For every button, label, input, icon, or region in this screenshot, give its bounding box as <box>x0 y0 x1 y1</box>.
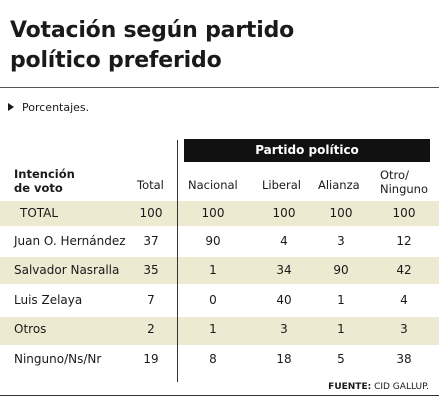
cell-liberal: 34 <box>276 263 292 277</box>
row-label: Otros <box>14 322 47 336</box>
column-header-otro-line-1: Otro/ <box>380 168 409 182</box>
cell-alianza: 100 <box>329 206 353 220</box>
cell-alianza: 3 <box>337 234 345 248</box>
cell-liberal: 4 <box>280 234 288 248</box>
row-header-line-1: Intención <box>14 167 75 181</box>
column-header-nacional: Nacional <box>188 178 238 192</box>
row-header-line-2: de voto <box>14 181 63 195</box>
source-label: FUENTE: <box>328 382 372 392</box>
cell-nacional: 1 <box>209 322 217 336</box>
cell-nacional: 90 <box>205 234 221 248</box>
party-group-header: Partido político <box>184 139 430 162</box>
column-header-total: Total <box>137 178 164 192</box>
top-divider <box>0 87 439 88</box>
row-band <box>0 201 439 226</box>
cell-total: 35 <box>143 263 159 277</box>
row-band <box>0 317 439 345</box>
cell-liberal: 3 <box>280 322 288 336</box>
cell-otro-ninguno: 12 <box>396 234 412 248</box>
cell-alianza: 1 <box>337 293 345 307</box>
column-divider <box>177 140 178 382</box>
cell-nacional: 1 <box>209 263 217 277</box>
cell-total: 7 <box>147 293 155 307</box>
subtitle: Porcentajes. <box>8 101 89 115</box>
cell-alianza: 5 <box>337 352 345 366</box>
subtitle-text: Porcentajes. <box>22 101 90 114</box>
cell-total: 37 <box>143 234 159 248</box>
row-label: Ninguno/Ns/Nr <box>14 352 102 366</box>
cell-otro-ninguno: 38 <box>396 352 412 366</box>
cell-alianza: 90 <box>333 263 349 277</box>
cell-nacional: 0 <box>209 293 217 307</box>
cell-nacional: 8 <box>209 352 217 366</box>
title-line-1: Votación según partido <box>10 18 295 43</box>
row-label: TOTAL <box>20 206 59 220</box>
column-header-alianza: Alianza <box>318 178 360 192</box>
row-band <box>0 257 439 284</box>
cell-total: 100 <box>139 206 163 220</box>
row-label: Juan O. Hernández <box>14 234 126 248</box>
title-line-2: político preferido <box>10 48 222 73</box>
row-label: Luis Zelaya <box>14 293 83 307</box>
cell-total: 19 <box>143 352 159 366</box>
cell-liberal: 40 <box>276 293 292 307</box>
source-value: CID GALLUP. <box>374 382 429 392</box>
cell-otro-ninguno: 3 <box>400 322 408 336</box>
cell-otro-ninguno: 42 <box>396 263 412 277</box>
bottom-divider <box>0 395 439 396</box>
row-label: Salvador Nasralla <box>14 263 120 277</box>
cell-total: 2 <box>147 322 155 336</box>
triangle-bullet-icon <box>8 103 14 111</box>
cell-otro-ninguno: 4 <box>400 293 408 307</box>
column-header-otro-line-2: Ninguno <box>380 182 428 196</box>
cell-liberal: 18 <box>276 352 292 366</box>
source-note: FUENTE: CID GALLUP. <box>328 382 429 393</box>
cell-nacional: 100 <box>201 206 225 220</box>
cell-alianza: 1 <box>337 322 345 336</box>
column-header-liberal: Liberal <box>262 178 301 192</box>
cell-otro-ninguno: 100 <box>392 206 416 220</box>
cell-liberal: 100 <box>272 206 296 220</box>
